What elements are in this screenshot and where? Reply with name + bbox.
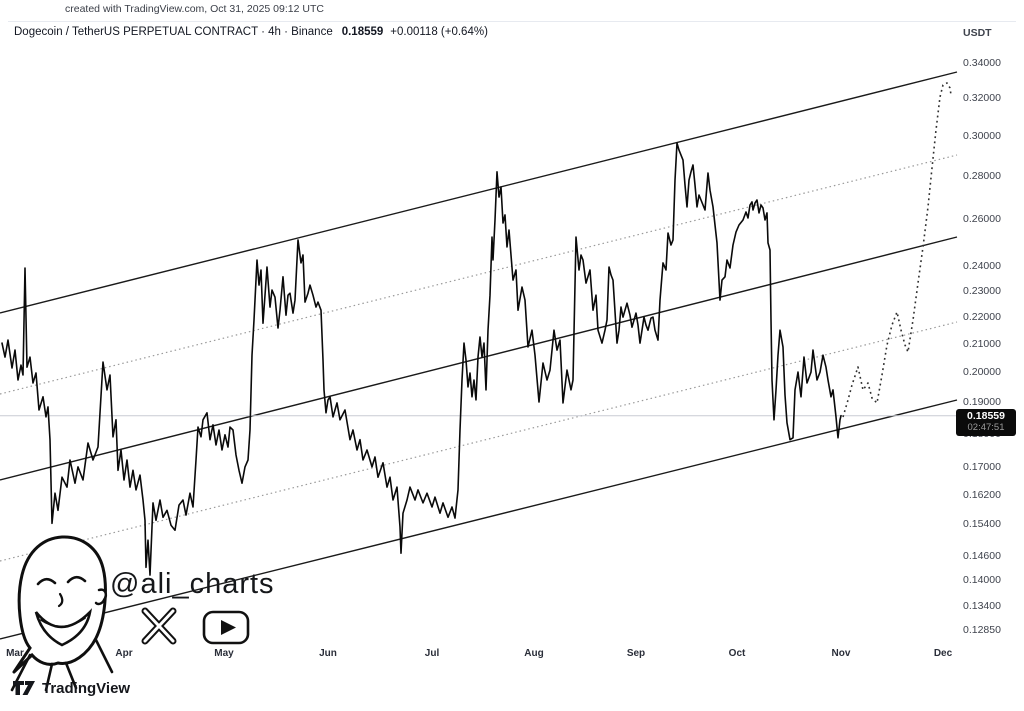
projection-polyline[interactable] <box>842 82 952 418</box>
avatar-nose <box>57 592 64 608</box>
watermark-handle: @ali_charts <box>110 568 275 600</box>
time-tick-label: Dec <box>933 648 953 659</box>
channel-line-solid[interactable] <box>0 71 958 314</box>
last-price: 0.18559 <box>341 26 384 38</box>
time-tick-label: May <box>214 648 234 659</box>
price-tick-label: 0.15400 <box>963 518 1001 531</box>
price-tick-label: 0.22000 <box>963 310 1001 323</box>
tradingview-logo-icon <box>13 681 35 695</box>
current-price-badge: 0.18559 02:47:51 <box>956 408 1016 436</box>
price-tick-label: 0.20000 <box>963 366 1001 379</box>
price-tick-label: 0.21000 <box>963 337 1001 350</box>
price-tick-label: 0.13400 <box>963 599 1001 612</box>
avatar <box>10 535 114 692</box>
tradingview-logo-text: TradingView <box>42 679 131 697</box>
created-with-note: created with TradingView.com, Oct 31, 20… <box>65 3 324 15</box>
price-line-series <box>1 142 842 576</box>
channel-line-solid[interactable] <box>0 399 958 640</box>
time-axis[interactable]: Mar Apr May Jun Jul Aug Sep Oct Nov Dec <box>0 646 958 664</box>
price-tick-label: 0.32000 <box>963 92 1001 105</box>
price-tick-label: 0.34000 <box>963 56 1001 69</box>
price-tick-label: 0.17000 <box>963 460 1001 473</box>
time-tick-label: Oct <box>728 648 746 659</box>
time-tick-label: Aug <box>524 648 544 659</box>
play-button-icon[interactable] <box>202 610 250 645</box>
price-axis[interactable]: 0.34000 0.32000 0.30000 0.28000 0.26000 0.240… <box>958 22 1024 662</box>
price-polyline <box>1 142 842 576</box>
price-tick-label: 0.30000 <box>963 129 1001 142</box>
avatar-right-eye <box>66 575 87 584</box>
symbol-header[interactable]: Dogecoin / TetherUS PERPETUAL CONTRACT ·… <box>14 26 488 38</box>
projection-arrow[interactable] <box>842 82 952 418</box>
time-tick-label: Apr <box>115 648 133 659</box>
time-tick-label: Nov <box>831 648 851 659</box>
avatar-teeth-line <box>40 617 86 628</box>
price-tick-label: 0.26000 <box>963 213 1001 226</box>
price-tick-label: 0.19000 <box>963 396 1001 408</box>
avatar-shoulders <box>10 638 114 692</box>
price-change: +0.00118 (+0.64%) <box>390 26 488 38</box>
time-tick-label: Mar <box>6 648 24 659</box>
time-tick-label: Jul <box>424 648 440 659</box>
x-logo-icon[interactable] <box>141 607 177 645</box>
avatar-left-eye <box>36 577 57 586</box>
time-tick-label: Sep <box>626 648 646 659</box>
price-tick-label: 0.14000 <box>963 574 1001 587</box>
symbol-title[interactable]: Dogecoin / TetherUS PERPETUAL CONTRACT ·… <box>14 26 333 38</box>
price-tick-label: 0.14600 <box>963 549 1001 562</box>
time-tick-label: Jun <box>319 648 337 659</box>
price-axis-currency[interactable]: USDT <box>963 27 992 39</box>
avatar-ear <box>94 588 108 606</box>
tradingview-logo[interactable]: TradingView <box>12 678 130 698</box>
price-tick-label: 0.12850 <box>963 624 1001 636</box>
header-divider <box>8 21 1016 22</box>
price-tick-label: 0.24000 <box>963 259 1001 272</box>
price-tick-label: 0.16200 <box>963 488 1001 501</box>
price-tick-label: 0.23000 <box>963 284 1001 297</box>
badge-price: 0.18559 <box>967 410 1005 423</box>
badge-countdown: 02:47:51 <box>967 422 1005 434</box>
price-tick-label: 0.28000 <box>963 169 1001 182</box>
